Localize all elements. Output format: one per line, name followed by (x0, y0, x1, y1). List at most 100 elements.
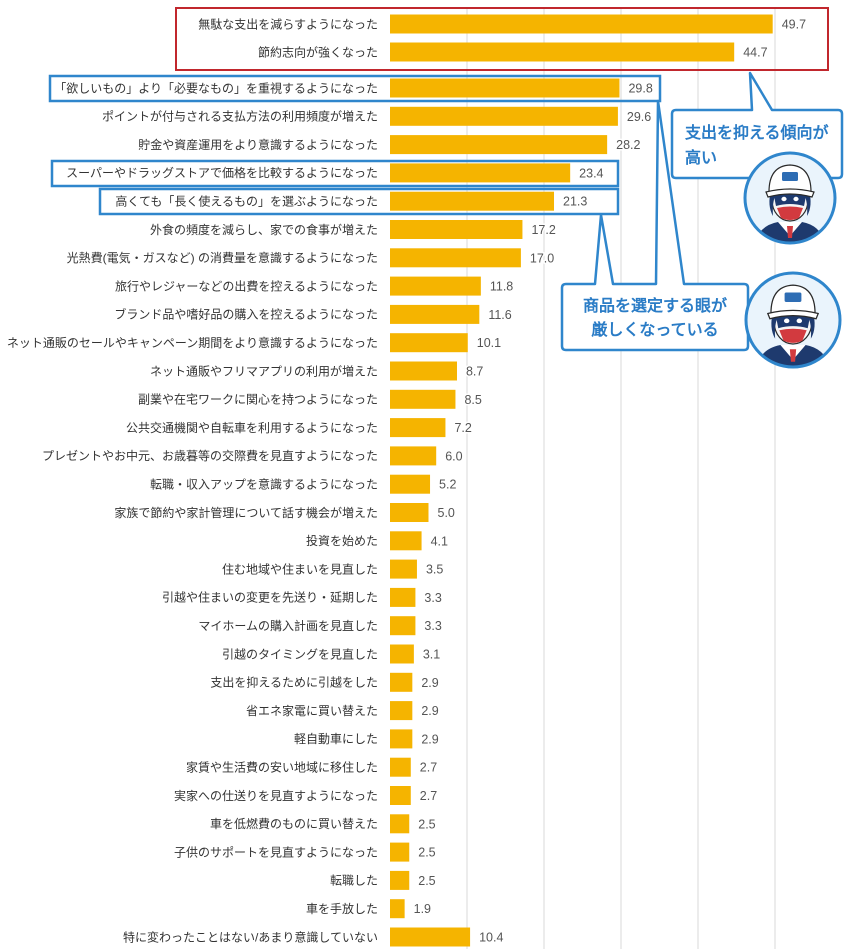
value-label-17: 5.2 (439, 478, 456, 492)
category-label-27: 家賃や生活費の安い地域に移住した (186, 760, 378, 775)
value-label-12: 10.1 (477, 336, 501, 350)
value-label-5: 28.2 (616, 138, 640, 152)
category-label-18: 家族で節約や家計管理について話す機会が増えた (114, 505, 378, 520)
value-label-20: 3.5 (426, 563, 443, 577)
callout-product-selection: 商品を選定する眼が 厳しくなっている (560, 99, 750, 352)
bar-13 (390, 361, 457, 381)
category-label-28: 実家への仕送りを見直すようになった (174, 788, 378, 803)
value-label-7: 21.3 (563, 195, 587, 209)
character (755, 284, 831, 366)
bar-2 (390, 42, 735, 62)
bar-14 (390, 389, 456, 409)
mascot-avatar-icon (743, 151, 837, 245)
category-label-33: 特に変わったことはない/あまり意識していない (123, 929, 378, 944)
character-cap-brim (765, 188, 815, 198)
category-label-31: 転職した (330, 874, 378, 888)
category-label-30: 子供のサポートを見直すようになった (174, 845, 378, 859)
avatar-border (744, 271, 842, 369)
value-label-8: 17.2 (531, 223, 555, 237)
bar-29 (390, 814, 410, 834)
value-label-19: 4.1 (431, 534, 448, 548)
bar-23 (390, 644, 414, 664)
category-label-2: 節約志向が強くなった (258, 44, 378, 59)
value-label-16: 6.0 (445, 449, 462, 463)
bar-27 (390, 757, 411, 777)
callout-bubble (560, 99, 750, 352)
value-label-15: 7.2 (454, 421, 471, 435)
value-label-24: 2.9 (421, 676, 438, 690)
bar-7 (390, 191, 555, 211)
highlight-boxes (48, 7, 829, 216)
bars-layer (390, 14, 773, 947)
category-label-21: 引越や住まいの変更を先送り・延期した (162, 590, 378, 605)
character-visor (774, 193, 806, 206)
character-eye-right (796, 318, 803, 324)
category-label-22: マイホームの購入計画を見直した (198, 618, 378, 633)
bar-10 (390, 276, 481, 296)
highlight-box-red (175, 7, 829, 71)
category-labels-layer: 無駄な支出を減らすようになった節約志向が強くなった「欲しいもの」より「必要なもの… (7, 16, 378, 944)
bar-15 (390, 418, 446, 438)
bar-11 (390, 304, 480, 324)
bar-24 (390, 672, 413, 692)
bar-4 (390, 106, 618, 126)
value-label-30: 2.5 (418, 846, 435, 860)
value-label-27: 2.7 (420, 761, 437, 775)
category-label-24: 支出を抑えるために引越をした (210, 675, 378, 690)
category-label-23: 引越のタイミングを見直した (222, 647, 378, 661)
value-label-18: 5.0 (438, 506, 455, 520)
value-label-11: 11.6 (488, 308, 511, 322)
bar-1 (390, 14, 773, 34)
bar-3 (390, 78, 620, 98)
value-label-21: 3.3 (424, 591, 441, 605)
character-cap-brim (766, 309, 820, 320)
bar-22 (390, 616, 416, 636)
value-label-26: 2.9 (421, 732, 438, 746)
value-label-13: 8.7 (466, 365, 483, 379)
value-label-9: 17.0 (530, 251, 554, 265)
value-label-32: 1.9 (414, 902, 431, 916)
value-label-6: 23.4 (579, 166, 603, 180)
value-labels-layer: 49.7 44.7 29.8 29.6 28.2 23.4 21.3 17.2 17.0 11.8… (412, 16, 807, 946)
value-label-3: 29.8 (628, 82, 652, 96)
callout-text-line-1: 商品を選定する眼が (583, 296, 727, 315)
highlight-box-blue-3 (98, 187, 620, 216)
value-label-29: 2.5 (418, 817, 435, 831)
value-label-10: 11.8 (490, 280, 513, 294)
bar-5 (390, 135, 608, 155)
category-label-1: 無駄な支出を減らすようになった (198, 16, 378, 31)
bar-17 (390, 474, 431, 494)
callout-spending-restraint: 支出を抑える傾向が 高い (670, 71, 844, 180)
category-label-14: 副業や在宅ワークに関心を持つようになった (138, 392, 378, 407)
value-label-2: 44.7 (743, 46, 767, 60)
category-label-26: 軽自動車にした (294, 732, 378, 746)
category-label-6: スーパーやドラッグストアで価格を比較するようになった (66, 165, 378, 180)
callout-bubble (670, 71, 844, 180)
character-cap-logo (782, 172, 798, 181)
value-label-31: 2.5 (418, 874, 435, 888)
value-label-28: 2.7 (420, 789, 437, 803)
value-label-23: 3.1 (423, 648, 440, 662)
bar-31 (390, 870, 410, 890)
bar-25 (390, 701, 413, 721)
category-label-19: 投資を始めた (306, 533, 378, 548)
value-label-14: 8.5 (464, 393, 481, 407)
category-label-10: 旅行やレジャーなどの出費を控えるようになった (115, 278, 378, 293)
category-label-32: 車を手放した (306, 901, 378, 916)
bar-33 (390, 927, 471, 947)
bar-12 (390, 333, 468, 353)
highlight-box-blue-1 (48, 74, 662, 103)
bar-9 (390, 248, 521, 268)
category-label-20: 住む地域や住まいを見直した (222, 562, 378, 576)
character-eye-right (793, 196, 799, 202)
character-mask (779, 328, 807, 343)
value-label-25: 2.9 (421, 704, 438, 718)
callout-text-line-1: 支出を抑える傾向が (684, 123, 829, 142)
value-label-33: 10.4 (479, 931, 503, 945)
character-tie (789, 349, 797, 362)
category-label-3: 「欲しいもの」より「必要なもの」を重視するようになった (54, 80, 378, 95)
character-eye-left (781, 196, 787, 202)
value-label-22: 3.3 (424, 619, 441, 633)
category-label-13: ネット通販やフリマアプリの利用が増えた (150, 363, 378, 378)
category-label-15: 公共交通機関や自転車を利用するようになった (126, 420, 378, 435)
